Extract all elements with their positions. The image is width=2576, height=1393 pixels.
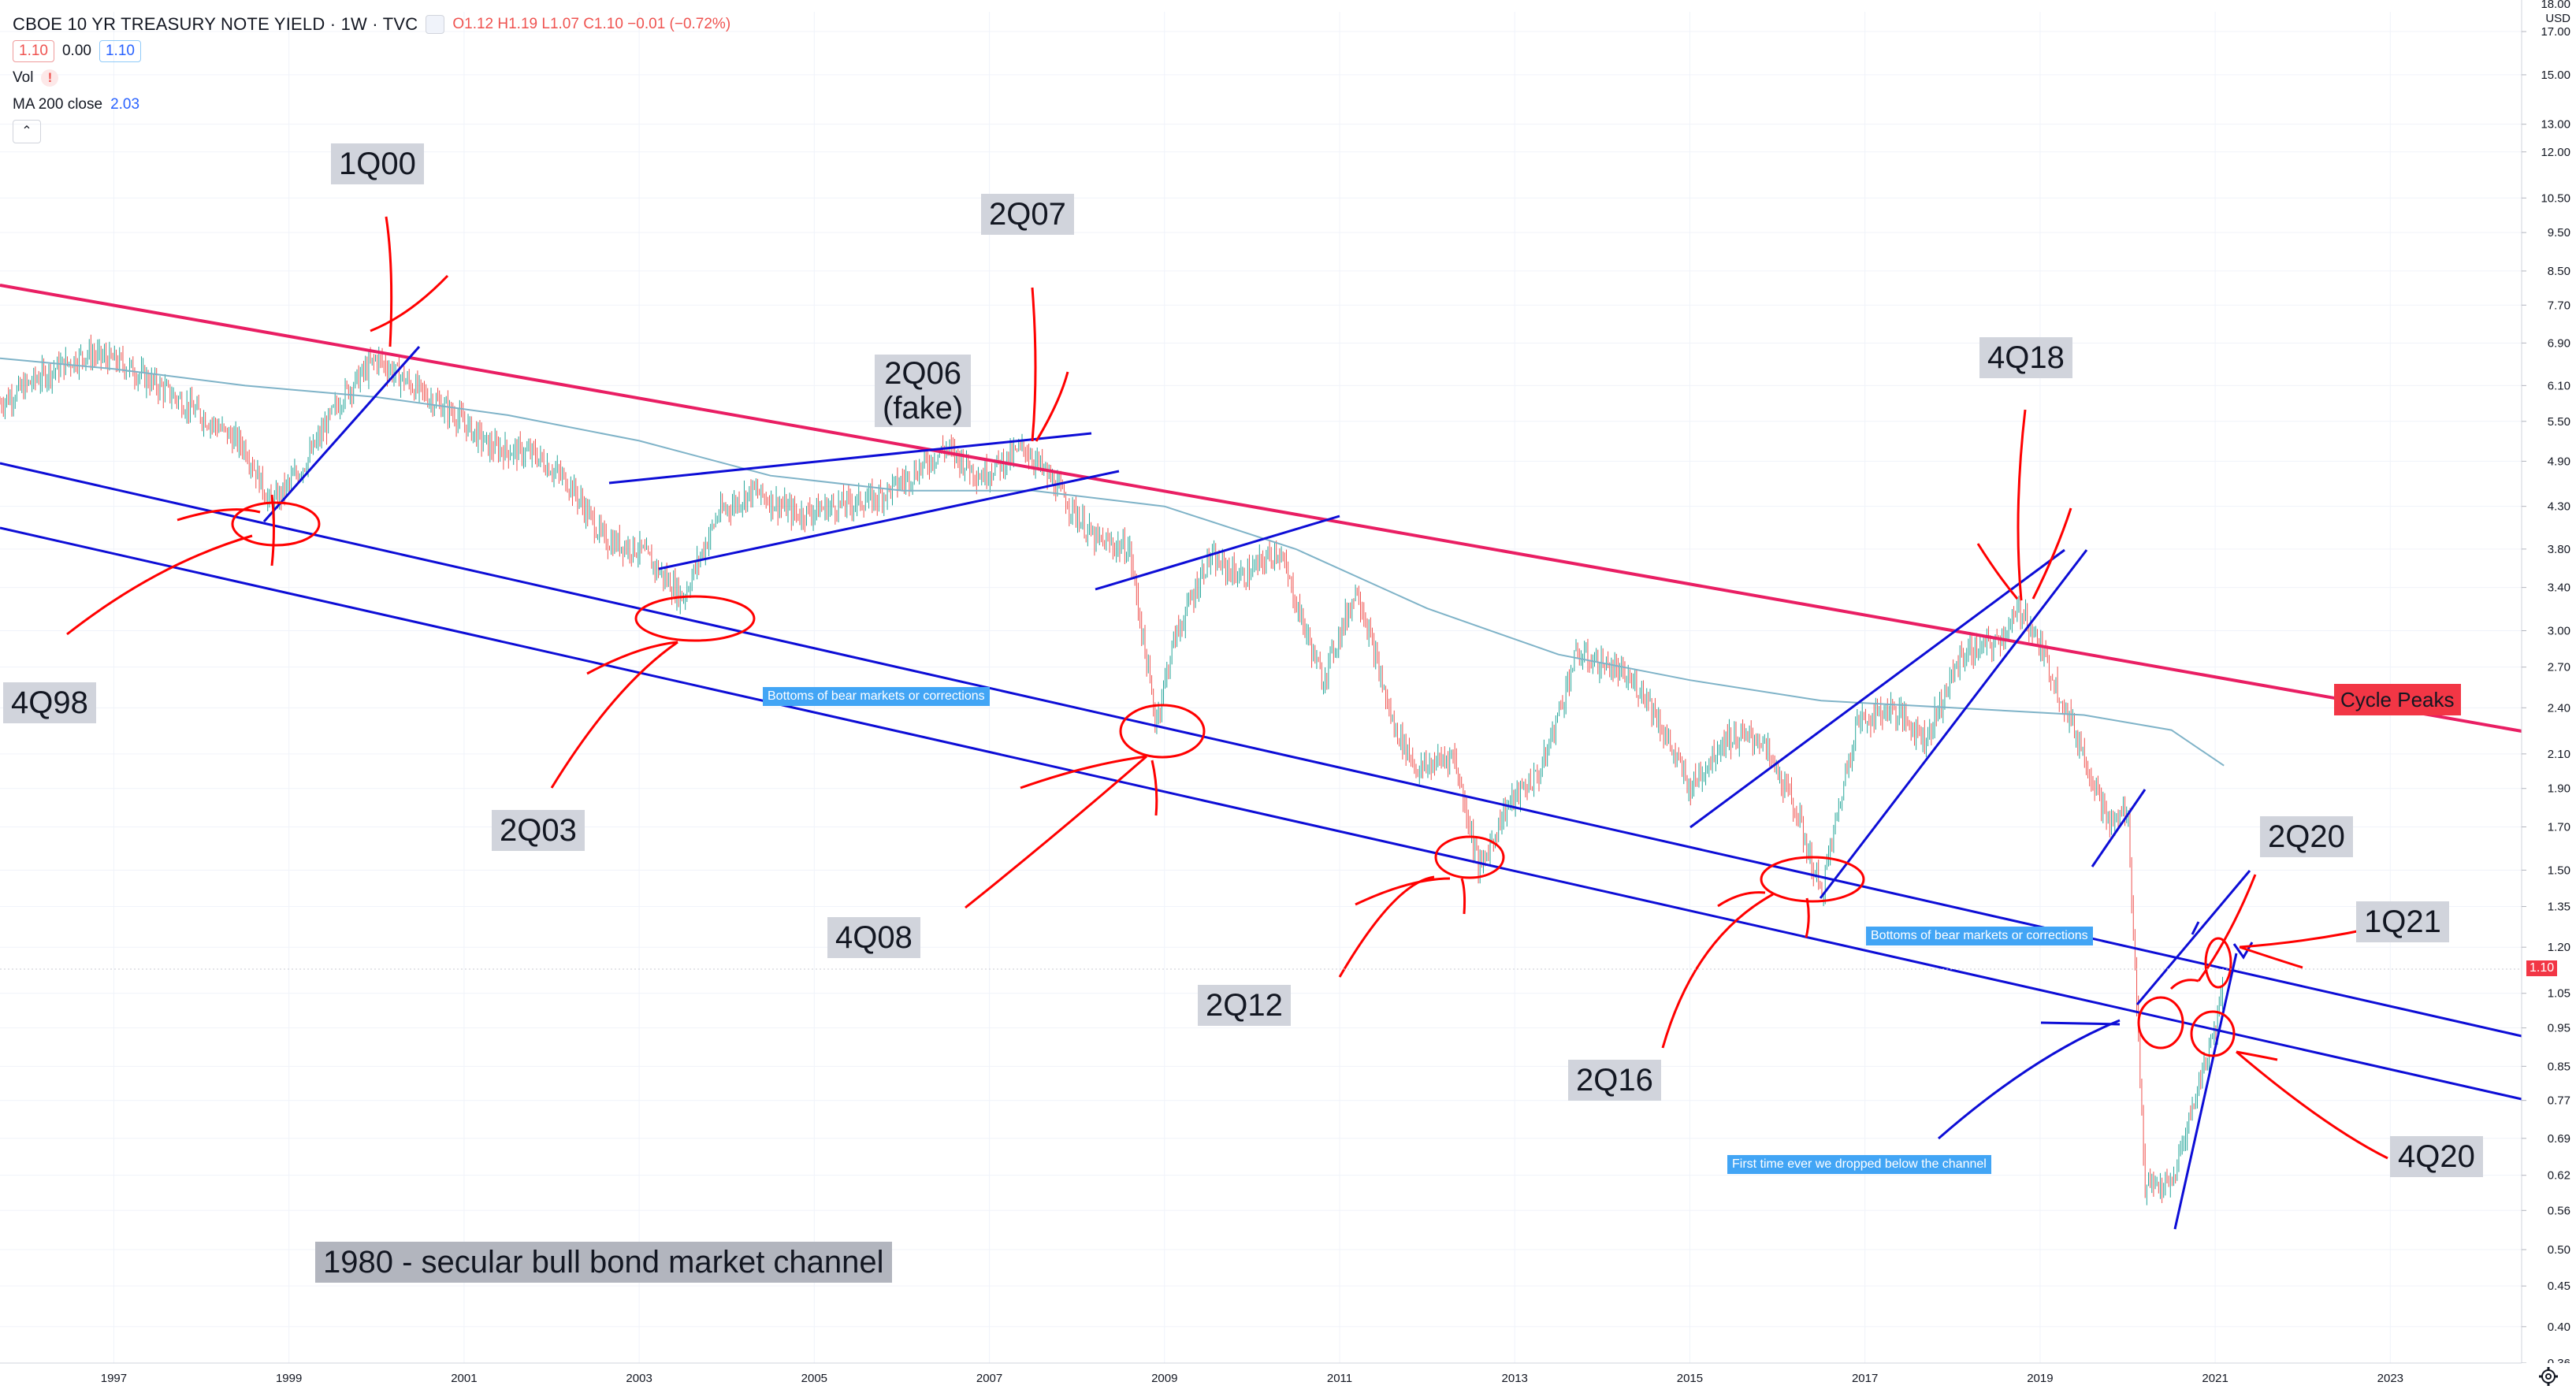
y-tick-label: 0.77 [2548, 1094, 2570, 1108]
axis-currency: USD [2545, 12, 2570, 25]
y-tick-label: 2.10 [2548, 748, 2570, 761]
y-tick-label: 1.70 [2548, 820, 2570, 834]
channel-upper-line[interactable] [0, 462, 2522, 1038]
settings-gear-icon[interactable] [2539, 1367, 2558, 1386]
y-tick-label: 3.80 [2548, 543, 2570, 556]
warning-icon[interactable]: ! [41, 69, 59, 87]
label-2q07[interactable]: 2Q07 [981, 194, 1074, 235]
last-price-tag: 1.10 [2526, 960, 2558, 976]
y-tick-label: 1.50 [2548, 864, 2570, 877]
time-axis[interactable]: 1997 1999 2001 2003 2005 2007 2009 2011 2013 2015… [0, 1362, 2576, 1393]
price-series [0, 334, 2224, 1205]
trend-lines [262, 346, 2254, 1230]
y-tick-label: 1.35 [2548, 901, 2570, 914]
price-axis[interactable]: USD 18.00 17.00 15.00 13.00 12.00 10.50 9.50 8… [2521, 0, 2576, 1370]
label-cycle-peaks[interactable]: Cycle Peaks [2334, 684, 2461, 715]
ma-200-series [0, 357, 2225, 767]
x-tick-label: 2015 [1677, 1372, 1703, 1385]
x-tick-label: 2019 [2027, 1372, 2053, 1385]
ma-label[interactable]: MA 200 close [13, 96, 103, 113]
red-ink-marks [66, 216, 2395, 1160]
label-2q16[interactable]: 2Q16 [1568, 1060, 1661, 1101]
legend: CBOE 10 YR TREASURY NOTE YIELD · 1W · TV… [13, 11, 730, 145]
y-tick-label: 15.00 [2541, 69, 2570, 82]
label-2q12[interactable]: 2Q12 [1198, 985, 1291, 1026]
y-tick-label: 8.50 [2548, 265, 2570, 278]
x-tick-label: 2009 [1151, 1372, 1177, 1385]
label-first-time[interactable]: First time ever we dropped below the cha… [1727, 1155, 1991, 1174]
y-tick-label: 13.00 [2541, 118, 2570, 132]
y-tick-label: 6.90 [2548, 336, 2570, 350]
y-tick-label: 2.40 [2548, 701, 2570, 715]
y-tick-label: 3.40 [2548, 581, 2570, 595]
y-tick-label: 17.00 [2541, 25, 2570, 39]
symbol-title[interactable]: CBOE 10 YR TREASURY NOTE YIELD · 1W · TV… [13, 14, 418, 34]
label-4q18[interactable]: 4Q18 [1979, 337, 2072, 378]
y-tick-labels: 17.00 15.00 13.00 12.00 10.50 9.50 8.50 7.70 6.9… [2522, 25, 2570, 1370]
y-tick-label: 4.30 [2548, 500, 2570, 514]
x-tick-label: 2005 [801, 1372, 827, 1385]
ma-200-line [0, 357, 2225, 767]
y-tick-label: 0.50 [2548, 1243, 2570, 1257]
y-tick-label: 1.90 [2548, 782, 2570, 796]
y-tick-label: 10.50 [2541, 191, 2570, 205]
axis-top-partial: 18.00 [2541, 0, 2570, 11]
x-tick-label: 2017 [1852, 1372, 1878, 1385]
ma-value: 2.03 [110, 96, 140, 113]
label-4q08[interactable]: 4Q08 [827, 917, 920, 958]
x-tick-label: 2003 [626, 1372, 652, 1385]
y-tick-label: 0.62 [2548, 1169, 2570, 1183]
label-2q03[interactable]: 2Q03 [492, 810, 585, 851]
visibility-toggle-icon[interactable] [426, 15, 445, 34]
y-tick-label: 1.20 [2548, 941, 2570, 954]
y-tick-label: 0.45 [2548, 1280, 2570, 1293]
y-tick-label: 3.00 [2548, 624, 2570, 637]
label-fake: (fake) [883, 391, 964, 425]
label-4q20[interactable]: 4Q20 [2390, 1136, 2483, 1177]
label-channel-title[interactable]: 1980 - secular bull bond market channel [315, 1242, 892, 1283]
x-tick-label: 2007 [976, 1372, 1002, 1385]
channel-lower-line[interactable] [0, 526, 2522, 1101]
label-1q00[interactable]: 1Q00 [331, 143, 424, 184]
y-tick-label: 0.40 [2548, 1321, 2570, 1334]
y-tick-label: 4.90 [2548, 455, 2570, 468]
label-2q20[interactable]: 2Q20 [2260, 816, 2353, 857]
y-tick-label: 0.69 [2548, 1132, 2570, 1146]
label-2q06-fake[interactable]: 2Q06 (fake) [875, 355, 972, 427]
label-1q21[interactable]: 1Q21 [2356, 901, 2449, 942]
label-4q98[interactable]: 4Q98 [3, 682, 96, 723]
x-tick-label: 1999 [276, 1372, 302, 1385]
volume-label[interactable]: Vol [13, 69, 34, 86]
x-tick-label: 1997 [101, 1372, 127, 1385]
y-tick-label: 5.50 [2548, 415, 2570, 429]
cycle-peaks-line[interactable] [0, 284, 2522, 733]
x-tick-labels: 1997 1999 2001 2003 2005 2007 2009 2011 2013 2015… [101, 1372, 2403, 1385]
ohlc-values: O1.12 H1.19 L1.07 C1.10 −0.01 (−0.72%) [452, 16, 731, 32]
x-tick-label: 2021 [2202, 1372, 2228, 1385]
y-tick-label: 12.00 [2541, 146, 2570, 159]
x-tick-label: 2023 [2377, 1372, 2403, 1385]
y-tick-label: 9.50 [2548, 226, 2570, 240]
y-tick-label: 0.85 [2548, 1060, 2570, 1073]
label-bottoms-1[interactable]: Bottoms of bear markets or corrections [763, 687, 990, 706]
y-tick-label: 1.05 [2548, 987, 2570, 1001]
ask-price[interactable]: 1.10 [99, 40, 141, 62]
label-2q06: 2Q06 [884, 356, 962, 391]
y-tick-label: 6.10 [2548, 379, 2570, 392]
y-tick-label: 7.70 [2548, 299, 2570, 312]
bid-price[interactable]: 1.10 [13, 40, 54, 62]
y-tick-label: 0.56 [2548, 1204, 2570, 1217]
x-tick-label: 2011 [1327, 1372, 1352, 1385]
y-tick-label: 0.95 [2548, 1022, 2570, 1035]
drawings-layer [0, 216, 2522, 1230]
collapse-legend-chevron-up-icon[interactable]: ⌃ [13, 120, 41, 143]
label-bottoms-2[interactable]: Bottoms of bear markets or corrections [1866, 927, 2093, 945]
y-tick-label: 2.70 [2548, 661, 2570, 674]
spread-value: 0.00 [61, 43, 91, 59]
x-tick-label: 2001 [451, 1372, 477, 1385]
x-tick-label: 2013 [1502, 1372, 1528, 1385]
